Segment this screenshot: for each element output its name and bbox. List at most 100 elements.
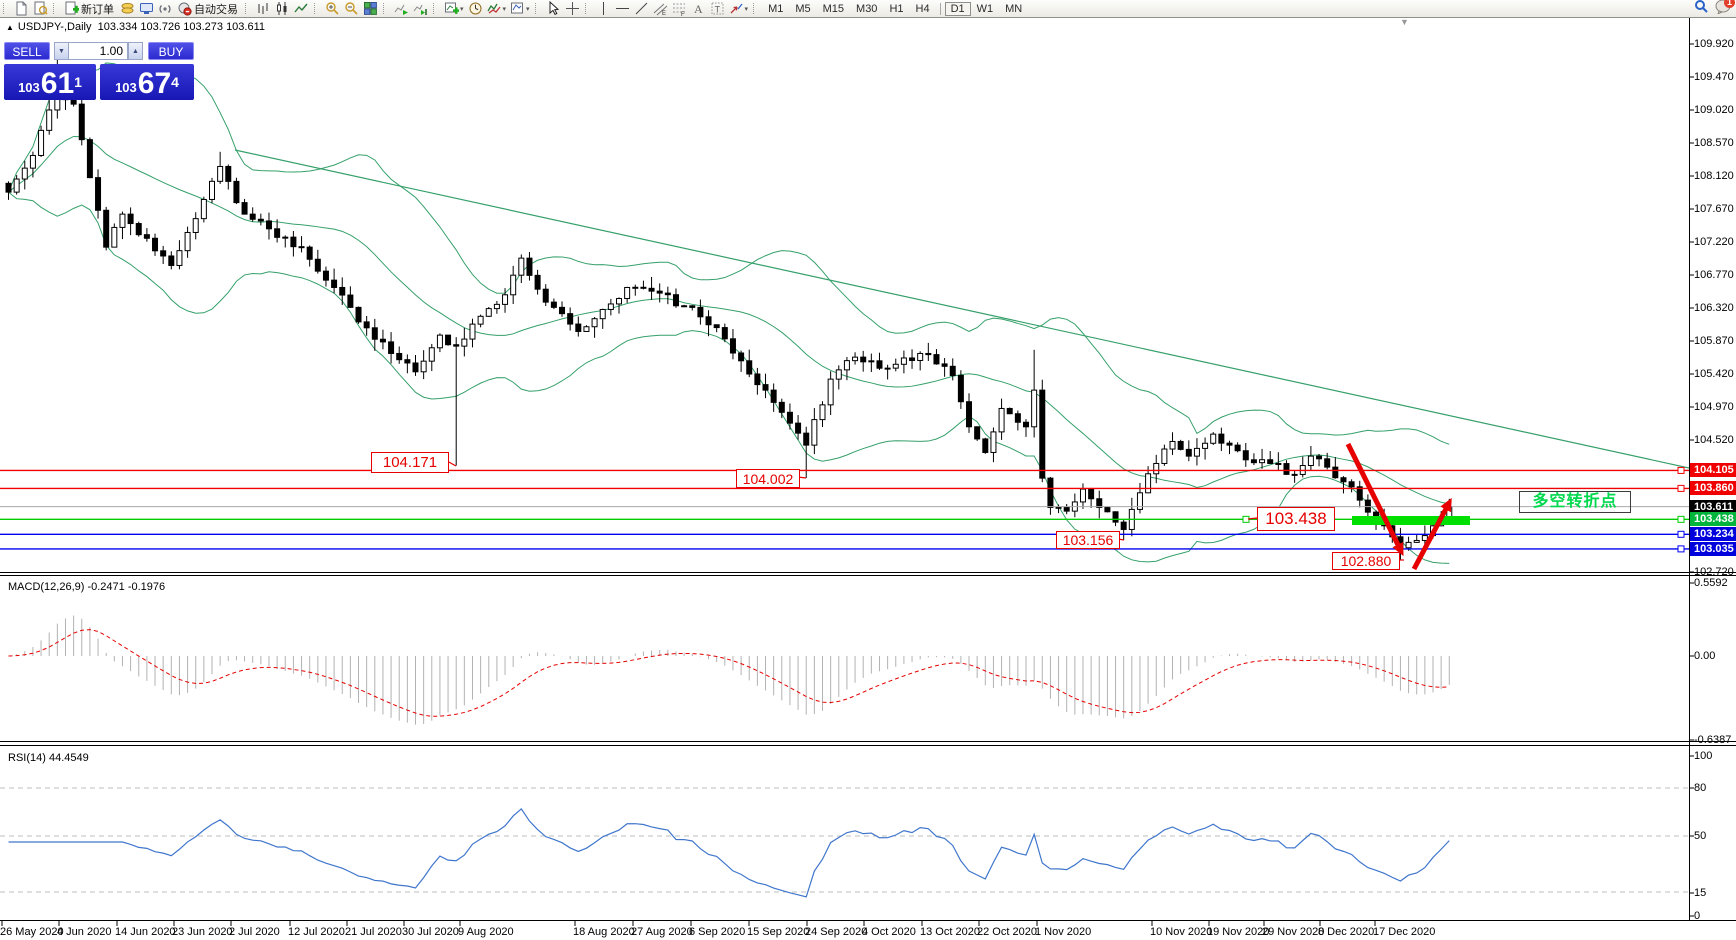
toolbar: 新订单 自动交易 ▾ ▾ ▾ E F A T ▾ M1 M5 M15 M30 H1 H4 D1 W1 MN 1: [0, 0, 1736, 18]
date-axis-label: 29 Nov 2020: [1262, 926, 1325, 938]
chevron-down-icon[interactable]: ▾: [460, 5, 464, 13]
terminal-icon: [139, 1, 154, 16]
toolbar-trendline-tool-button[interactable]: [632, 1, 651, 16]
toolbar-period-clock-button[interactable]: [466, 1, 485, 16]
price-tag-103.438[interactable]: 103.438: [1257, 507, 1335, 531]
toolbar-print-preview-button[interactable]: [31, 1, 50, 16]
rsi-axis-label: 15: [1694, 887, 1707, 899]
toolbar-line-chart-mode-button[interactable]: [292, 1, 311, 16]
toolbar-indicators-list-button[interactable]: ▾: [485, 1, 509, 16]
toolbar-market-watch-button[interactable]: [118, 1, 137, 16]
new-chart-icon: [444, 1, 459, 16]
buy-price-display[interactable]: 103 67 4: [100, 64, 194, 100]
toolbar-horizontal-line-tool-button[interactable]: [613, 1, 632, 16]
toolbar-terminal-button[interactable]: [137, 1, 156, 16]
chevron-down-icon[interactable]: ▾: [526, 5, 530, 13]
timeframe-mn-button[interactable]: MN: [1005, 2, 1023, 15]
date-axis-label: 9 Aug 2020: [458, 926, 514, 938]
sell-price-sup: 1: [74, 74, 82, 90]
new-order-icon: [64, 1, 79, 16]
toolbar-cursor-tool-button[interactable]: [544, 1, 563, 16]
toolbar-grip: [584, 3, 590, 14]
timeframe-m1-button[interactable]: M1: [768, 2, 784, 15]
price-tag-102.880[interactable]: 102.880: [1332, 552, 1400, 570]
price-tag-104.002[interactable]: 104.002: [736, 469, 800, 488]
buy-price-big: 67: [137, 67, 172, 100]
file-icon: [14, 1, 29, 16]
fibo-icon: F: [672, 1, 687, 16]
toolbar-equidistant-channel-tool-button[interactable]: E: [651, 1, 670, 16]
toolbar-chart-templates-button[interactable]: ▾: [508, 1, 532, 16]
date-axis-label: 26 May 2020: [0, 926, 64, 938]
buy-price-prefix: 103: [115, 80, 137, 95]
date-axis[interactable]: 26 May 2020 4 Jun 2020 14 Jun 2020 23 Jun 2…: [0, 922, 1689, 940]
toolbar-arrow-shapes-tool-button[interactable]: ▾: [727, 1, 751, 16]
macd-indicator-label: MACD(12,26,9) -0.2471 -0.1976: [8, 581, 166, 593]
toolbar-chart-shift-button[interactable]: [411, 1, 430, 16]
date-axis-label: 24 Sep 2020: [805, 926, 868, 938]
volume-decrease-button[interactable]: ▼: [54, 42, 69, 60]
annotation-note[interactable]: 多空转折点: [1519, 491, 1631, 513]
toolbar-right: 1: [1694, 0, 1736, 19]
date-axis-label: 30 Jul 2020: [402, 926, 459, 938]
chat-button[interactable]: 1: [1715, 0, 1735, 19]
price-axis-label: 107.220: [1694, 235, 1734, 248]
sell-button[interactable]: SELL: [4, 42, 50, 60]
timeframe-h1-button[interactable]: H1: [889, 2, 904, 15]
toolbar-fibonacci-tool-button[interactable]: F: [670, 1, 689, 16]
toolbar-new-order-button[interactable]: 新订单: [62, 1, 118, 16]
toolbar-auto-trading-button[interactable]: 自动交易: [175, 1, 242, 16]
price-axis-label: 105.870: [1694, 334, 1734, 347]
price-axis[interactable]: 109.920 109.470 109.020 108.570 108.120 107.6…: [1690, 0, 1736, 940]
timeframe-h4-button[interactable]: H4: [915, 2, 930, 15]
toolbar-candlestick-mode-button[interactable]: [273, 1, 292, 16]
date-axis-label: 18 Aug 2020: [573, 926, 635, 938]
price-axis-label: 106.770: [1694, 268, 1734, 281]
chevron-down-icon[interactable]: ▾: [744, 5, 749, 13]
price-tag-104.171[interactable]: 104.171: [371, 452, 449, 473]
toolbar-grip: [3, 3, 8, 14]
timeframe-m5-button[interactable]: M5: [795, 2, 811, 15]
toolbar-new-chart-button[interactable]: ▾: [442, 1, 466, 16]
toolbar-file-button[interactable]: [12, 1, 31, 16]
price-tag-103.156[interactable]: 103.156: [1056, 531, 1120, 549]
bar-chart-icon: [256, 1, 271, 16]
price-axis-label: 106.320: [1694, 301, 1734, 314]
toolbar-crosshair-tool-button[interactable]: [563, 1, 582, 16]
buy-button[interactable]: BUY: [148, 42, 194, 60]
preview-icon: [33, 1, 48, 16]
toolbar-zoom-in-button[interactable]: [323, 1, 342, 16]
timeframe-d1-button[interactable]: D1: [944, 1, 971, 16]
toolbar-zoom-out-button[interactable]: [342, 1, 361, 16]
volume-input[interactable]: 1.00: [68, 42, 128, 60]
timeframe-w1-button[interactable]: W1: [976, 2, 994, 15]
toolbar-bar-chart-mode-button[interactable]: [254, 1, 273, 16]
chevron-down-icon[interactable]: ▾: [502, 5, 507, 13]
sell-price-display[interactable]: 103 61 1: [4, 64, 96, 100]
price-axis-label: 108.570: [1694, 136, 1734, 149]
sell-price-prefix: 103: [18, 80, 40, 95]
toolbar-new-order-label: 新订单: [81, 3, 114, 16]
toolbar-signals-button[interactable]: [156, 1, 175, 16]
symbol-name: USDJPY-,Daily: [17, 21, 92, 33]
macd-axis-label: -0.6387: [1694, 734, 1732, 746]
shiftend-icon: [413, 1, 428, 16]
toolbar-text-label-tool-button[interactable]: T: [708, 1, 727, 16]
toolbar-vertical-line-tool-button[interactable]: [594, 1, 613, 16]
search-icon[interactable]: [1694, 0, 1709, 19]
price-axis-badge: 103.860: [1690, 481, 1736, 496]
date-axis-label: 23 Jun 2020: [172, 926, 233, 938]
price-axis-label: 102.720: [1694, 565, 1734, 578]
zoom-out-icon: [344, 1, 359, 16]
timeframe-m30-button[interactable]: M30: [856, 2, 878, 15]
timeframe-m15-button[interactable]: M15: [822, 2, 845, 15]
toolbar-tile-windows-button[interactable]: [361, 1, 380, 16]
toolbar-auto-scroll-button[interactable]: [392, 1, 411, 16]
collapse-triangle-icon[interactable]: ▲: [6, 23, 14, 32]
toolbar-text-tool-button[interactable]: A: [689, 1, 708, 16]
date-axis-label: 12 Jul 2020: [288, 926, 345, 938]
chart-shift-marker-icon[interactable]: ▼: [1400, 17, 1409, 27]
volume-increase-button[interactable]: ▲: [128, 42, 143, 60]
svg-text:F: F: [681, 12, 685, 16]
